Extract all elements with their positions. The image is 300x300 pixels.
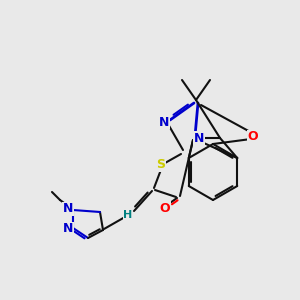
Text: N: N: [63, 202, 73, 215]
Text: N: N: [159, 116, 169, 128]
Text: N: N: [194, 131, 204, 145]
Text: N: N: [63, 223, 73, 236]
Text: O: O: [248, 130, 258, 143]
Text: S: S: [157, 158, 166, 172]
Text: H: H: [123, 210, 133, 220]
Text: O: O: [160, 202, 170, 214]
